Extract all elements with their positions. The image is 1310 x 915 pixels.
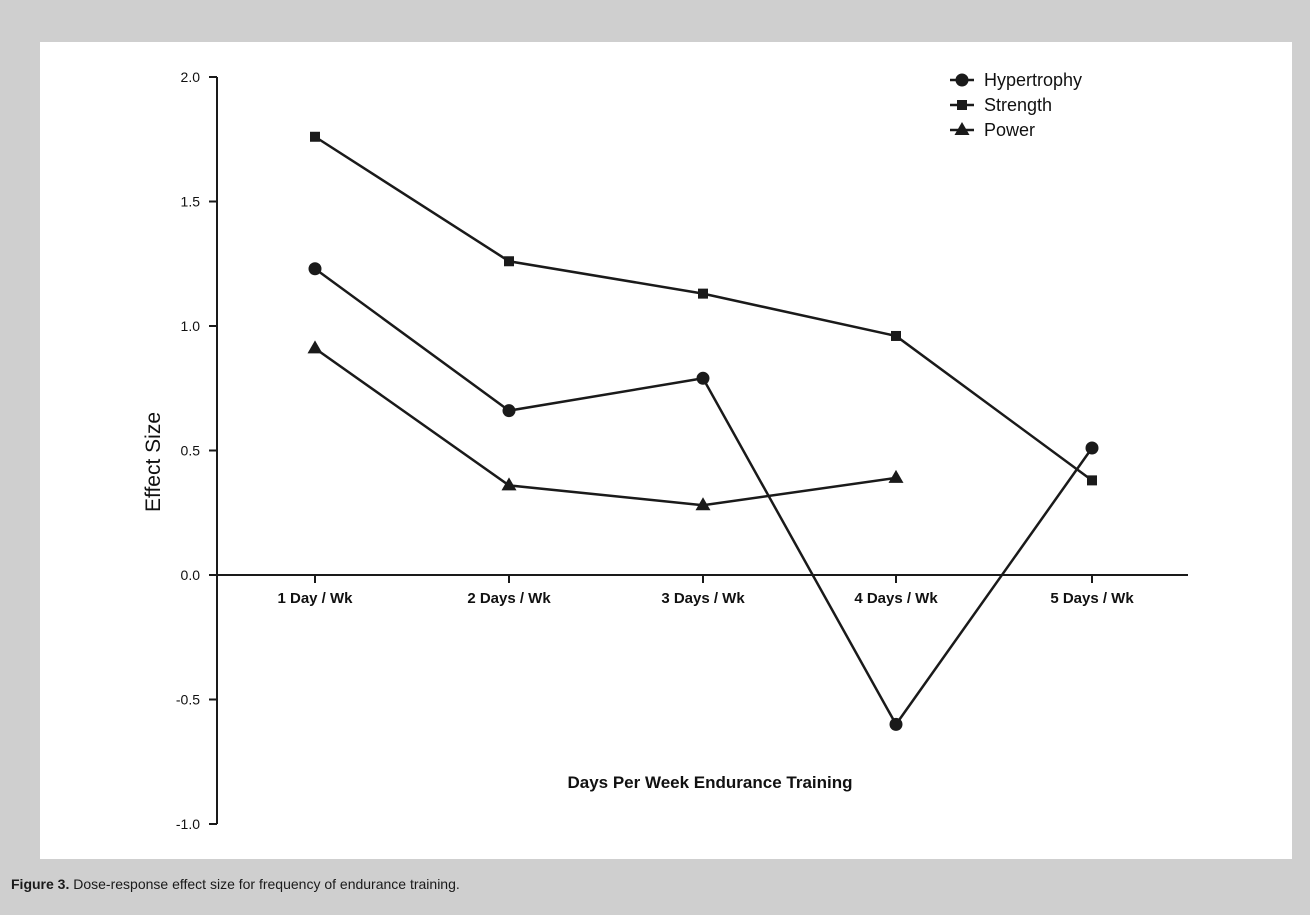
x-tick-label: 3 Days / Wk — [661, 590, 745, 607]
y-tick-label: -1.0 — [176, 816, 200, 832]
caption-text: Dose-response effect size for frequency … — [69, 876, 460, 892]
figure-caption: Figure 3. Dose-response effect size for … — [11, 876, 460, 892]
data-point-power — [888, 469, 904, 483]
x-tick-label: 2 Days / Wk — [467, 590, 551, 607]
series-line-power — [314, 347, 897, 507]
y-tick-label: 1.0 — [181, 318, 201, 334]
legend-label-strength: Strength — [984, 95, 1052, 115]
y-tick-label: 0.5 — [181, 443, 201, 459]
x-tick-label: 1 Day / Wk — [277, 590, 353, 607]
data-point-strength — [310, 131, 320, 142]
data-point-strength — [504, 256, 514, 267]
y-tick-label: -0.5 — [176, 692, 200, 708]
x-tick-label: 5 Days / Wk — [1050, 590, 1134, 607]
y-tick-label: 1.5 — [181, 194, 201, 210]
series-power — [307, 340, 904, 511]
series-line-hypertrophy — [314, 267, 1094, 727]
figure-panel: -1.0 -0.5 0.0 0.5 1.0 1.5 2.0 1 Day / Wk 2 Days … — [40, 42, 1292, 859]
chart: -1.0 -0.5 0.0 0.5 1.0 1.5 2.0 1 Day / Wk 2 Days … — [142, 69, 1188, 832]
series-group — [307, 131, 1099, 731]
data-point-power — [501, 477, 517, 491]
legend-marker-hypertrophy — [955, 73, 969, 87]
y-tick-label: 0.0 — [181, 567, 201, 583]
data-point-hypertrophy — [889, 717, 903, 731]
data-point-hypertrophy — [1085, 441, 1099, 455]
series-hypertrophy — [308, 262, 1099, 731]
legend-marker-strength — [957, 100, 967, 110]
legend-label-hypertrophy: Hypertrophy — [984, 70, 1082, 90]
legend: Hypertrophy Strength Power — [950, 70, 1082, 140]
data-point-strength — [698, 288, 708, 299]
legend-item-power: Power — [950, 120, 1035, 140]
legend-label-power: Power — [984, 120, 1035, 140]
data-point-hypertrophy — [696, 371, 710, 385]
series-strength — [310, 131, 1097, 486]
data-point-strength — [1087, 475, 1097, 486]
legend-item-strength: Strength — [950, 95, 1052, 115]
series-line-strength — [314, 135, 1093, 482]
data-point-hypertrophy — [308, 262, 322, 276]
x-tick-label: 4 Days / Wk — [854, 590, 938, 607]
y-tick-label: 2.0 — [181, 69, 201, 85]
data-point-hypertrophy — [502, 404, 516, 418]
caption-label: Figure 3. — [11, 876, 70, 892]
y-axis-title: Effect Size — [142, 412, 165, 512]
x-axis-title: Days Per Week Endurance Training — [567, 773, 852, 792]
legend-item-hypertrophy: Hypertrophy — [950, 70, 1082, 90]
data-point-strength — [891, 330, 901, 341]
data-point-power — [695, 497, 711, 511]
legend-marker-power — [954, 122, 970, 135]
axes: -1.0 -0.5 0.0 0.5 1.0 1.5 2.0 1 Day / Wk 2 Days … — [176, 69, 1188, 832]
data-point-power — [307, 340, 323, 354]
